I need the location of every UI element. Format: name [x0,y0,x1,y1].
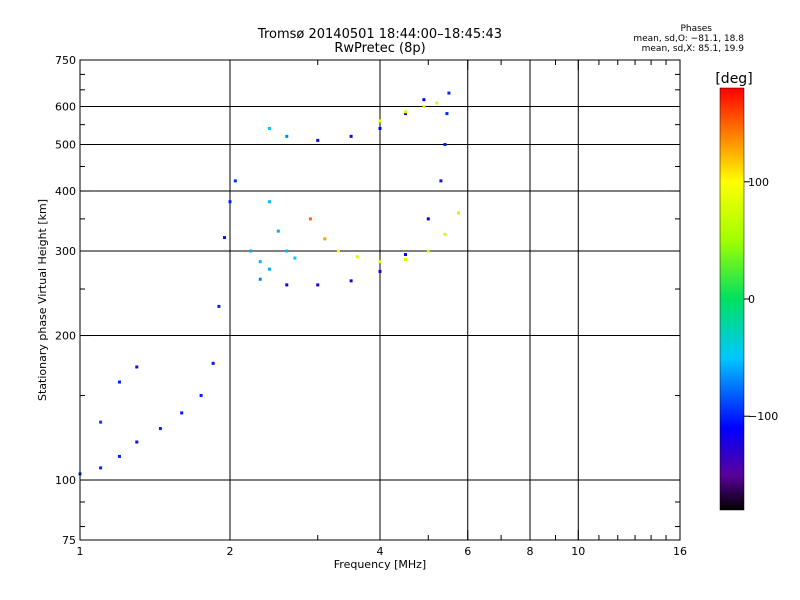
y-tick-label: 300 [55,245,76,258]
grid-layer [80,60,680,540]
phase-stats-x: mean, sd,X: 85.1, 19.9 [641,44,744,54]
data-point [349,134,353,138]
x-tick-label: 2 [227,545,234,558]
data-point [117,380,121,384]
phase-stats: Phases mean, sd,O: −81.1, 18.8 mean, sd,… [594,24,744,54]
data-point [323,237,327,241]
colorbar-tick-label: −100 [748,410,778,423]
x-tick-label: 6 [464,545,471,558]
data-point [180,411,184,415]
data-point [422,105,426,109]
data-point [199,394,203,398]
data-point [135,365,139,369]
data-point [447,91,451,95]
x-tick-label: 1 [77,545,84,558]
y-tick-label: 750 [55,54,76,67]
data-point [403,110,407,114]
data-point [403,112,407,116]
data-point [135,440,139,444]
data-point [285,283,289,287]
data-point [249,249,253,253]
y-tick-label: 400 [55,185,76,198]
data-point [355,255,359,259]
data-point [378,119,382,123]
y-tick-label: 600 [55,101,76,114]
data-point [267,126,271,130]
colorbar: [deg] 100 0 −100 [715,71,778,511]
colorbar-tick-label: 100 [748,176,769,189]
data-point [258,260,262,264]
data-point [276,229,280,233]
data-point [285,134,289,138]
data-point [285,249,289,253]
data-point [233,179,237,183]
phase-stats-o: mean, sd,O: −81.1, 18.8 [633,34,744,44]
data-point [457,211,461,215]
y-axis-label: Stationary phase Virtual Height [km] [36,199,49,401]
x-axis-label: Frequency [MHz] [334,558,426,571]
data-point [426,217,430,221]
colorbar-tick-label: 0 [748,293,755,306]
chart-title: Tromsø 20140501 18:44:00–18:45:43 [257,27,503,42]
data-point [316,283,320,287]
data-point [403,258,407,262]
x-tick-label: 16 [673,545,687,558]
data-point [422,98,426,102]
data-point [267,200,271,204]
x-tick-label: 4 [377,545,384,558]
data-point [316,138,320,142]
y-tick-label: 200 [55,330,76,343]
data-point [378,126,382,130]
chart-subtitle: RwPretec (8p) [334,41,426,56]
data-point [99,420,103,424]
y-tick-label: 500 [55,139,76,152]
colorbar-label: [deg] [715,71,752,87]
data-point [308,217,312,221]
data-point [443,232,447,236]
data-point [293,256,297,260]
data-point [435,101,439,105]
data-point [99,466,103,470]
axis-ticks: 1 2 4 6 8 10 16 75 100 200 300 400 500 600 750 [55,54,687,558]
data-point [445,112,449,116]
colorbar-gradient [719,87,745,511]
data-point [426,249,430,253]
data-point [258,277,262,281]
data-points [78,91,461,476]
data-point [223,236,227,240]
data-point [158,427,162,431]
data-point [403,253,407,257]
data-point [439,179,443,183]
y-tick-label: 100 [55,474,76,487]
data-point [378,269,382,273]
data-point [378,260,382,264]
data-point [336,249,340,253]
phase-stats-heading: Phases [680,24,712,34]
colorbar-ticks: 100 0 −100 [744,176,778,423]
data-point [267,267,271,271]
data-point [117,454,121,458]
data-point [349,279,353,283]
data-point [211,361,215,365]
data-point [443,143,447,147]
x-tick-label: 10 [571,545,585,558]
data-point [228,200,232,204]
x-tick-label: 8 [527,545,534,558]
y-tick-label: 75 [62,534,76,547]
data-point [217,304,221,308]
